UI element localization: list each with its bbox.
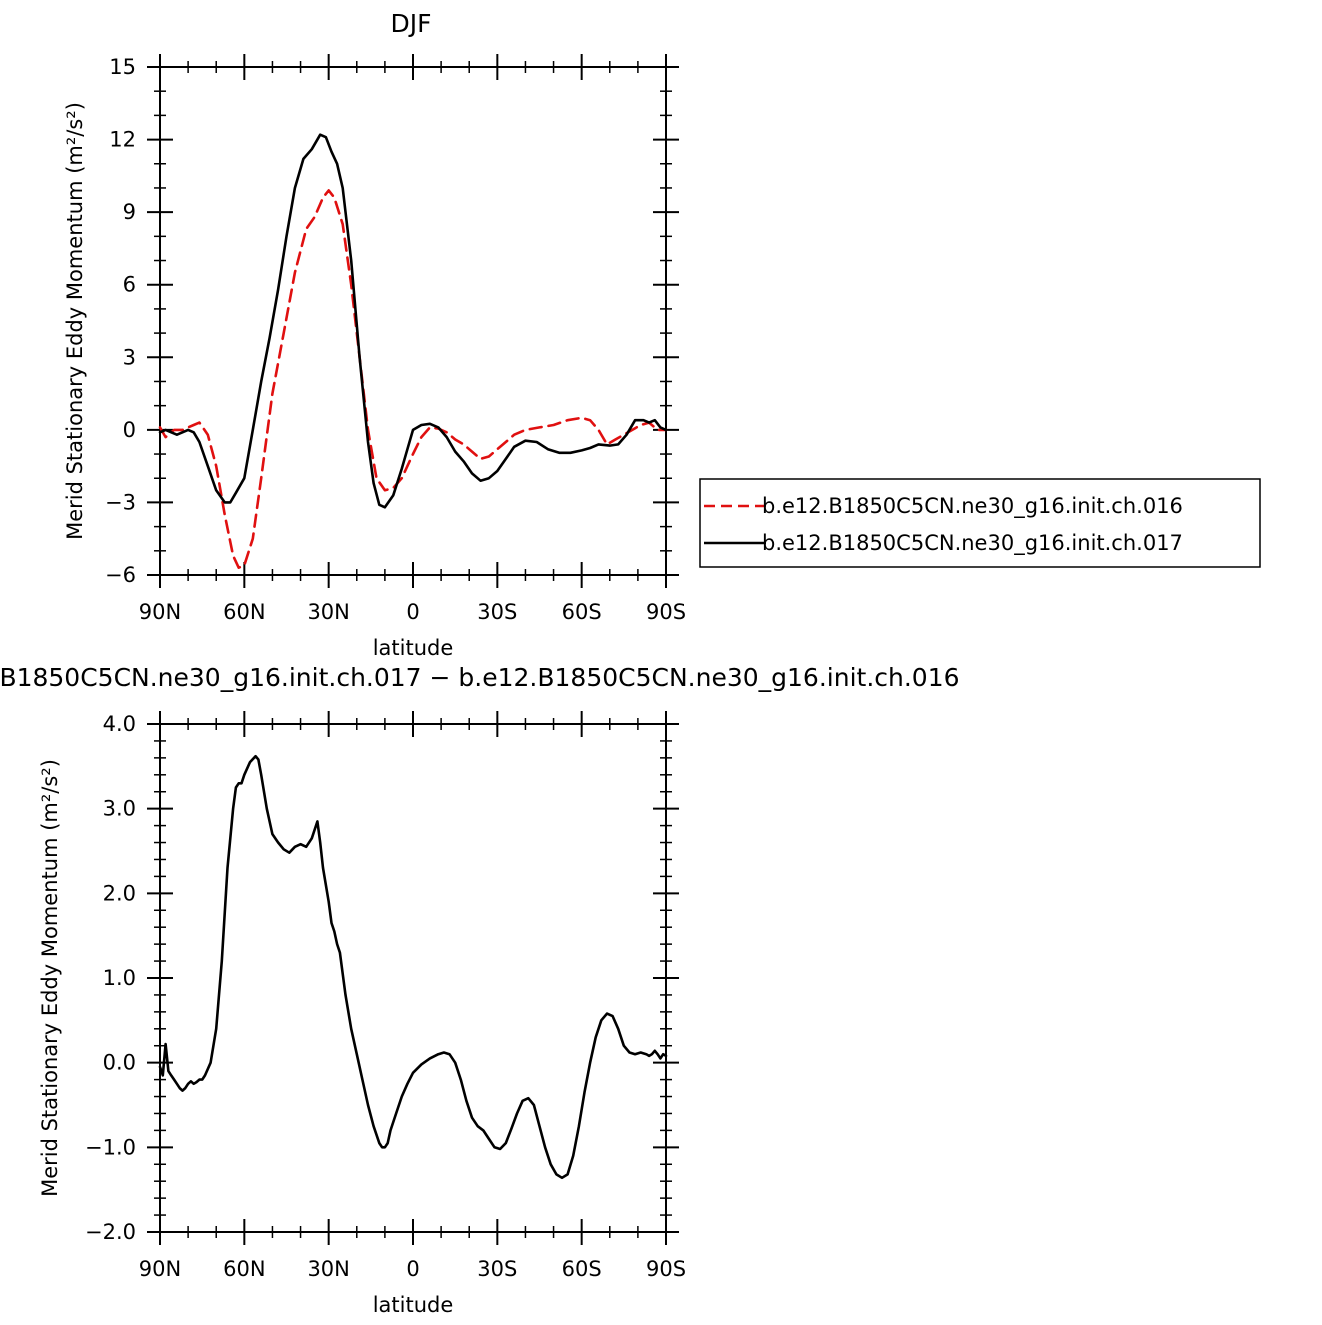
- y-tick-label: 12: [109, 128, 136, 152]
- top-chart: DJF −6 −3 0 3 6 9 12 15 90N 60N 30N 0 30S 60S 90S lati…: [63, 9, 1261, 660]
- x-tick-label: 90N: [139, 600, 181, 624]
- legend: b.e12.B1850C5CN.ne30_g16.init.ch.016 b.e…: [699, 478, 1261, 568]
- x-tick-label: 0: [406, 1257, 419, 1281]
- y-tick-label: −6: [105, 563, 136, 587]
- x-tick-label: 60S: [562, 600, 602, 624]
- y-tick-label: 3.0: [103, 797, 136, 821]
- series-line-1: [158, 754, 668, 1180]
- x-tick-label: 60S: [562, 1257, 602, 1281]
- y-tick-label: 3: [123, 345, 136, 369]
- y-axis-label: Merid Stationary Eddy Momentum (m²/s²): [38, 759, 62, 1197]
- series-lines: [158, 754, 668, 1180]
- y-tick-label: −1.0: [85, 1135, 136, 1159]
- x-tick-label: 90N: [139, 1257, 181, 1281]
- y-tick-label: −3: [105, 490, 136, 514]
- legend-label-017: b.e12.B1850C5CN.ne30_g16.init.ch.017: [762, 531, 1183, 556]
- y-tick-label: 9: [123, 200, 136, 224]
- x-axis-label: latitude: [373, 636, 454, 660]
- x-tick-label: 60N: [223, 600, 265, 624]
- plot-frame: [159, 723, 667, 1233]
- legend-label-016: b.e12.B1850C5CN.ne30_g16.init.ch.016: [762, 494, 1183, 519]
- x-tick-label: 90S: [646, 600, 686, 624]
- legend-box: [699, 478, 1261, 568]
- ticks: −6 −3 0 3 6 9 12 15 90N 60N 30N 0 30S 60S 90S: [105, 54, 686, 624]
- y-tick-label: 6: [123, 273, 136, 297]
- y-tick-label: 1.0: [103, 966, 136, 990]
- y-tick-label: 2.0: [103, 881, 136, 905]
- series-line-2: [158, 133, 668, 509]
- chart-title: DJF: [390, 9, 431, 38]
- chart-title: b.e12.B1850C5CN.ne30_g16.init.ch.017 − b…: [0, 663, 960, 692]
- bottom-chart: b.e12.B1850C5CN.ne30_g16.init.ch.017 − b…: [0, 663, 960, 1317]
- x-tick-label: 30S: [477, 600, 517, 624]
- x-axis-label: latitude: [373, 1293, 454, 1317]
- x-tick-label: 30N: [307, 600, 349, 624]
- x-tick-label: 30N: [307, 1257, 349, 1281]
- plot-frame: [159, 66, 667, 576]
- x-tick-label: 60N: [223, 1257, 265, 1281]
- y-axis-label: Merid Stationary Eddy Momentum (m²/s²): [63, 102, 87, 540]
- series-lines: [158, 133, 668, 569]
- y-tick-label: 0.0: [103, 1051, 136, 1075]
- series-line-1: [158, 189, 668, 569]
- x-tick-label: 0: [406, 600, 419, 624]
- y-tick-label: −2.0: [85, 1220, 136, 1244]
- ticks: −2.0 −1.0 0.0 1.0 2.0 3.0 4.0 90N 60N 30N 0 30S 60S 9…: [85, 711, 686, 1281]
- y-tick-label: 15: [109, 55, 136, 79]
- y-tick-label: 0: [123, 418, 136, 442]
- x-tick-label: 30S: [477, 1257, 517, 1281]
- x-tick-label: 90S: [646, 1257, 686, 1281]
- y-tick-label: 4.0: [103, 712, 136, 736]
